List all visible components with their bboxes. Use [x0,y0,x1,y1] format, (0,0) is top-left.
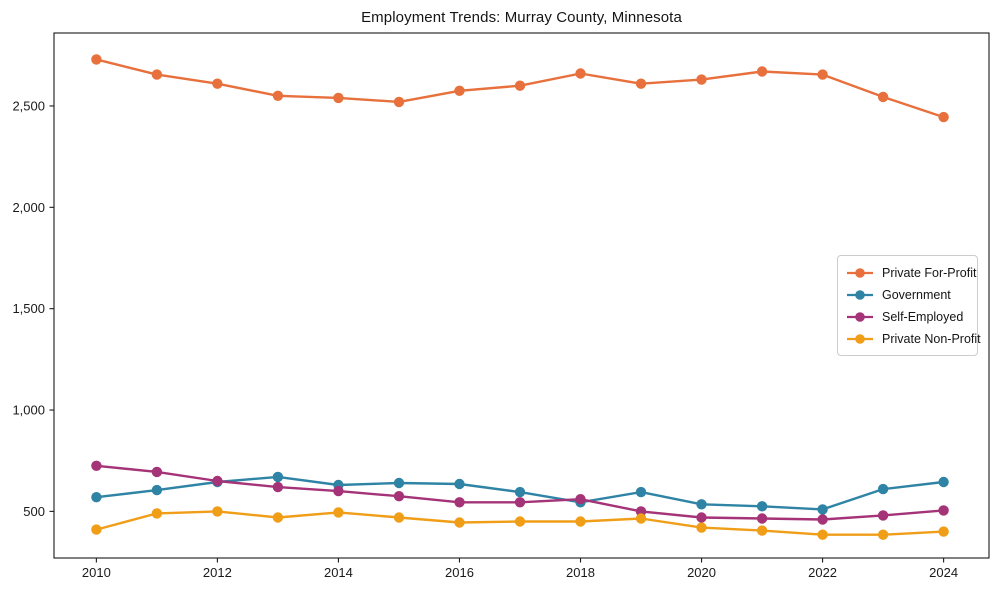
data-point-government [756,501,768,512]
legend-item-private-non-profit: Private Non-Profit [846,330,981,347]
legend-marker-icon [847,311,873,322]
data-point-self-employed [756,513,768,524]
data-point-self-employed [817,514,828,525]
data-point-self-employed [696,512,707,523]
data-point-private-for-profit [91,54,102,65]
data-point-government [877,483,889,495]
data-point-government [635,486,647,498]
legend-label: Private Non-Profit [882,331,981,346]
data-point-government [151,484,163,496]
data-point-private-for-profit [635,78,647,89]
data-point-private-non-profit [756,525,768,536]
legend-item-self-employed: Self-Employed [846,308,969,325]
x-tick-label: 2024 [929,565,958,580]
legend-item-private-for-profit: Private For-Profit [846,264,976,281]
data-point-private-non-profit [393,512,405,523]
data-point-private-non-profit [514,516,526,527]
data-point-self-employed [575,494,586,505]
data-point-self-employed [333,485,344,497]
y-tick-label: 500 [23,504,45,519]
y-tick-label: 2,500 [12,98,45,113]
x-tick-label: 2018 [566,565,595,580]
data-point-private-for-profit [877,91,889,103]
legend-label: Government [882,287,951,302]
data-point-private-for-profit [817,69,828,80]
data-point-private-non-profit [696,522,707,533]
data-point-private-non-profit [454,517,465,528]
data-point-private-for-profit [333,92,344,104]
data-point-government [454,478,465,490]
data-point-private-for-profit [514,80,526,91]
x-tick-label: 2016 [445,565,474,580]
data-point-self-employed [877,510,889,521]
data-point-government [91,492,102,503]
x-tick-label: 2010 [82,565,111,580]
data-point-self-employed [212,475,223,487]
data-point-private-for-profit [393,96,405,108]
legend: Private For-Profit Government Self-Employe… [837,255,981,356]
plot-area-frame [53,32,990,559]
data-point-self-employed [938,505,949,516]
data-point-private-for-profit [756,66,768,77]
data-point-self-employed [454,497,465,508]
chart-title: Employment Trends: Murray County, Minnes… [361,9,682,26]
data-point-private-non-profit [635,513,647,524]
x-tick-label: 2022 [808,565,837,580]
data-point-government [514,486,526,498]
data-point-government [696,499,707,510]
data-point-private-non-profit [212,506,223,517]
x-tick-label: 2014 [324,565,353,580]
legend-item-government: Government [846,286,969,303]
data-point-self-employed [514,497,526,508]
y-tick-label: 1,000 [12,403,45,418]
y-tick-label: 1,500 [12,301,45,316]
data-point-self-employed [151,466,163,478]
legend-marker-icon [847,289,873,300]
data-point-private-non-profit [575,516,586,527]
x-tick-label: 2012 [203,565,232,580]
data-point-government [817,504,828,515]
legend-marker-icon [847,333,873,344]
data-point-private-for-profit [454,85,465,97]
data-point-private-non-profit [272,512,284,523]
data-point-private-for-profit [575,68,586,79]
legend-marker-icon [847,267,873,278]
data-point-self-employed [91,460,102,471]
data-point-self-employed [272,481,284,493]
data-point-private-non-profit [938,526,949,537]
data-point-private-for-profit [212,78,223,89]
data-point-private-non-profit [151,508,163,519]
data-point-private-non-profit [877,529,889,540]
data-point-government [393,477,405,489]
data-point-private-non-profit [817,529,828,540]
data-point-private-for-profit [696,74,707,85]
data-point-self-employed [393,491,405,502]
legend-label: Self-Employed [882,309,964,324]
x-tick-label: 2020 [687,565,716,580]
data-point-private-non-profit [333,507,344,518]
data-point-private-for-profit [938,111,949,123]
y-tick-label: 2,000 [12,200,45,215]
data-point-private-non-profit [91,524,102,535]
data-point-private-for-profit [272,90,284,102]
legend-label: Private For-Profit [882,265,977,280]
data-point-government [938,476,949,488]
data-point-government [272,471,284,483]
data-point-private-for-profit [151,69,163,80]
